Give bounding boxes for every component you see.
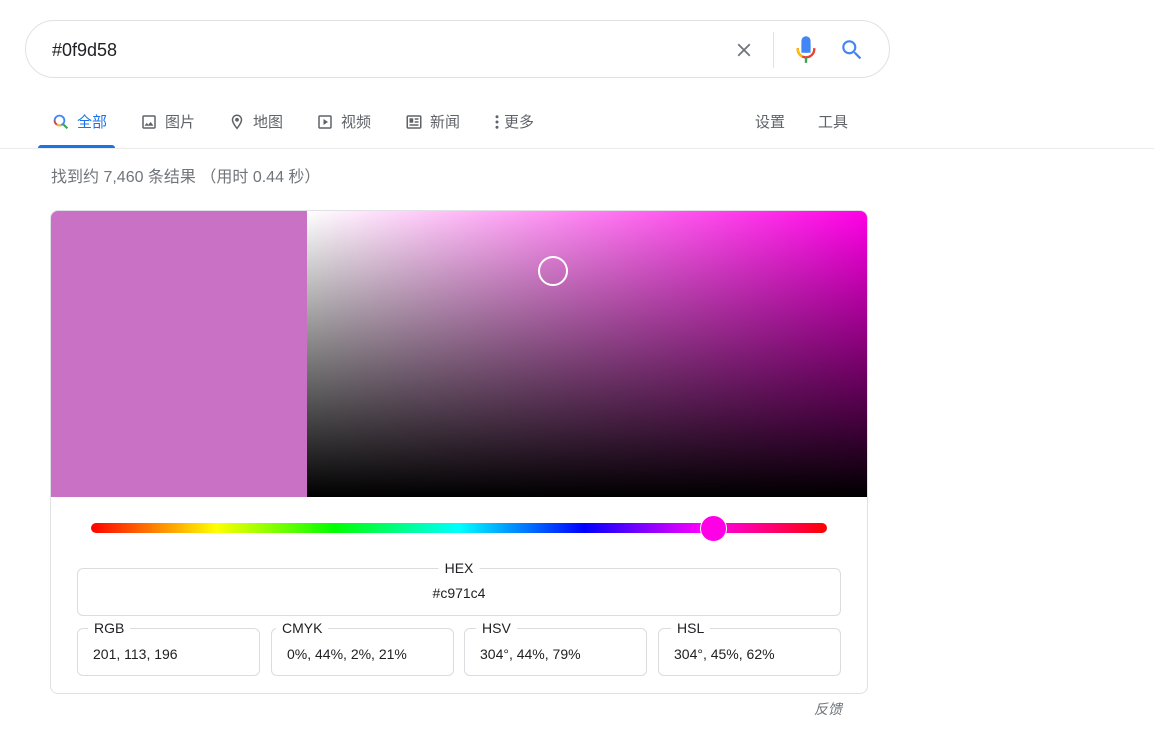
tools-link[interactable]: 工具: [818, 114, 849, 131]
hsv-input[interactable]: [465, 643, 646, 665]
search-input[interactable]: [52, 38, 692, 62]
settings-link[interactable]: 设置: [755, 114, 786, 131]
rgb-field: RGB: [77, 619, 260, 676]
tab-news-label: 新闻: [430, 114, 461, 131]
result-stats: 找到约 7,460 条结果 （用时 0.44 秒）: [51, 169, 321, 186]
tab-maps[interactable]: 地图: [227, 95, 283, 148]
search-box: [25, 20, 890, 78]
voice-search-button[interactable]: [791, 34, 821, 66]
search-icon: [51, 112, 71, 132]
search-tabs: 全部 图片 地图 视频 新闻 更多 设置 工具: [0, 95, 1154, 149]
cmyk-label: CMYK: [276, 619, 329, 637]
rgb-input[interactable]: [78, 643, 259, 665]
feedback-link[interactable]: 反馈: [814, 701, 842, 717]
hsv-field: HSV: [464, 619, 647, 676]
map-pin-icon: [227, 112, 247, 132]
active-tab-indicator: [38, 145, 115, 148]
hsl-input[interactable]: [659, 643, 840, 665]
search-icon: [842, 40, 862, 60]
more-vert-icon: [492, 112, 502, 132]
hsv-label: HSV: [476, 619, 517, 637]
color-preview-swatch: [51, 211, 307, 497]
hsl-label: HSL: [671, 619, 711, 637]
hue-slider[interactable]: [91, 515, 827, 542]
tab-all[interactable]: 全部: [51, 95, 107, 148]
hex-field: HEX: [77, 559, 841, 616]
hsl-field: HSL: [658, 619, 841, 676]
tab-maps-label: 地图: [253, 114, 284, 131]
video-icon: [315, 112, 335, 132]
hex-input[interactable]: [78, 582, 840, 604]
tab-videos-label: 视频: [341, 114, 372, 131]
search-button[interactable]: [836, 34, 868, 66]
search-box-divider: [773, 32, 774, 68]
rgb-label: RGB: [88, 619, 131, 637]
saturation-value-area[interactable]: [307, 211, 867, 497]
news-icon: [404, 112, 424, 132]
hex-label: HEX: [438, 559, 480, 577]
hue-slider-handle[interactable]: [699, 515, 727, 542]
close-icon: [737, 43, 751, 57]
cmyk-field: CMYK: [271, 619, 454, 676]
color-picker-card: HEX RGB CMYK HSV HSL: [50, 210, 868, 694]
tab-images[interactable]: 图片: [139, 95, 195, 148]
tab-more-label: 更多: [504, 114, 535, 131]
tab-images-label: 图片: [165, 114, 196, 131]
saturation-value-handle[interactable]: [538, 256, 569, 287]
tab-more[interactable]: 更多: [492, 95, 534, 148]
cmyk-input[interactable]: [272, 643, 453, 665]
tab-all-label: 全部: [77, 114, 108, 131]
tab-videos[interactable]: 视频: [315, 95, 371, 148]
tab-news[interactable]: 新闻: [404, 95, 460, 148]
value-gradient: [307, 211, 867, 497]
microphone-icon: [796, 36, 816, 63]
image-icon: [139, 112, 159, 132]
clear-search-button[interactable]: [729, 35, 759, 65]
